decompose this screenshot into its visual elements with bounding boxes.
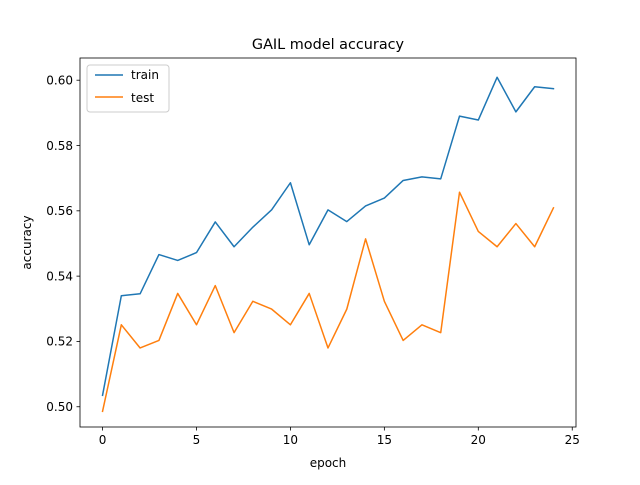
legend-box (86, 64, 170, 113)
legend: train test (86, 64, 170, 113)
series-layer (101, 76, 555, 413)
plot-background (80, 58, 576, 427)
x-axis-label: epoch (310, 456, 347, 470)
y-tick-label: 0.54 (46, 269, 73, 283)
x-tick-label: 5 (193, 433, 201, 447)
y-axis-ticks: 0.50 0.52 0.54 0.56 0.58 0.60 (46, 74, 80, 414)
plot-frame (79, 57, 577, 428)
legend-train-label: train (131, 68, 159, 82)
y-tick-label: 0.50 (46, 400, 73, 414)
x-tick-label: 0 (99, 433, 107, 447)
legend-test-label: test (131, 91, 154, 105)
series-test-line (101, 191, 555, 413)
y-tick-label: 0.58 (46, 139, 73, 153)
y-tick-label: 0.60 (46, 74, 73, 88)
y-tick-label: 0.56 (46, 204, 73, 218)
chart-title: GAIL model accuracy (252, 37, 405, 53)
x-tick-label: 15 (377, 433, 392, 447)
series-train-line (101, 76, 555, 397)
y-axis-label: accuracy (20, 215, 34, 269)
x-tick-label: 10 (283, 433, 298, 447)
y-tick-label: 0.52 (46, 335, 73, 349)
x-tick-label: 25 (565, 433, 580, 447)
x-axis-ticks: 0 5 10 15 20 25 (99, 427, 580, 447)
x-tick-label: 20 (471, 433, 486, 447)
